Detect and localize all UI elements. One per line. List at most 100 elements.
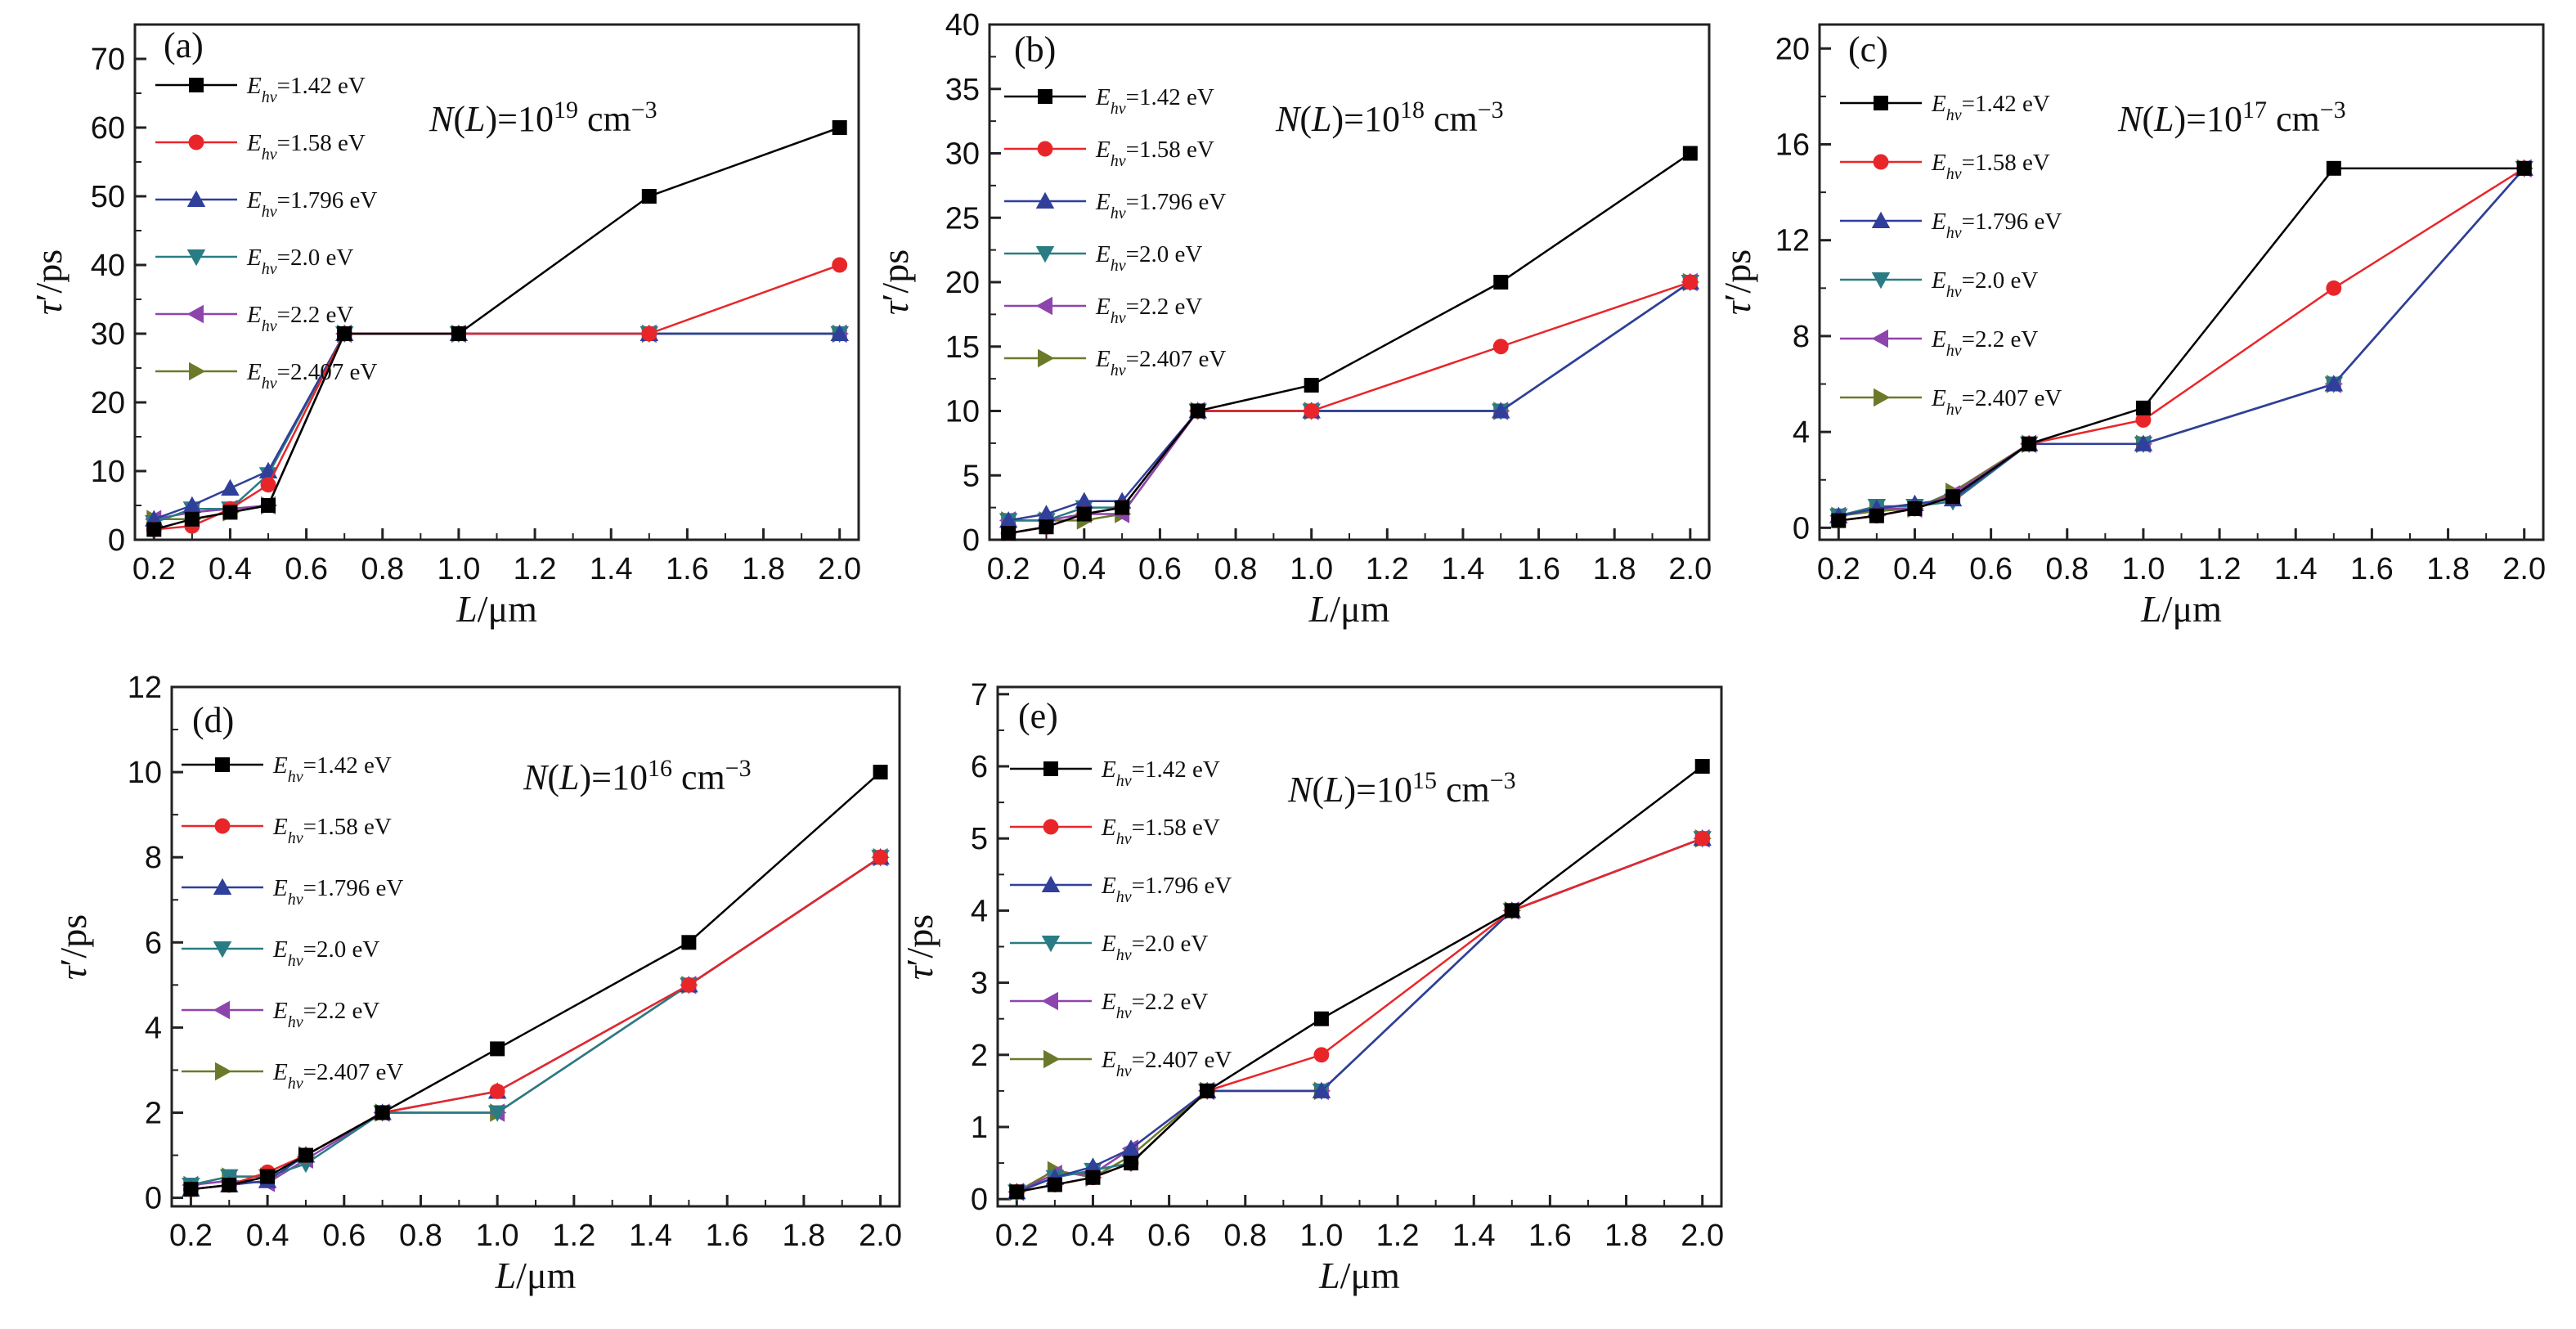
x-axis-title: L/μm bbox=[495, 1255, 577, 1296]
y-tick-label: 12 bbox=[1775, 224, 1810, 258]
legend-marker bbox=[213, 941, 232, 959]
data-point bbox=[221, 478, 240, 496]
x-tick-label: 0.2 bbox=[169, 1219, 213, 1253]
x-tick-label: 1.8 bbox=[1604, 1219, 1648, 1253]
data-point bbox=[1313, 1011, 1329, 1026]
x-tick-label: 0.2 bbox=[132, 552, 176, 586]
legend-entry: Ehν=1.42 eV bbox=[1101, 757, 1220, 790]
data-point bbox=[2135, 412, 2152, 428]
x-tick-label: 1.6 bbox=[1517, 552, 1560, 586]
x-tick-label: 1.6 bbox=[706, 1219, 749, 1253]
y-tick-label: 0 bbox=[971, 1183, 988, 1217]
legend-entry: Ehν=1.796 eV bbox=[1101, 873, 1232, 906]
y-tick-label: 8 bbox=[145, 841, 162, 875]
data-point bbox=[337, 326, 352, 341]
y-tick-label: 20 bbox=[91, 386, 125, 420]
legend-marker bbox=[1035, 296, 1052, 316]
y-tick-label: 4 bbox=[971, 894, 988, 928]
y-tick-label: 6 bbox=[145, 926, 162, 960]
data-point bbox=[1121, 1139, 1141, 1156]
data-point bbox=[1492, 339, 1509, 355]
data-point bbox=[1115, 500, 1130, 515]
legend-entry: Ehν=2.0 eV bbox=[1095, 241, 1202, 275]
x-tick-label: 0.8 bbox=[399, 1219, 442, 1253]
legend-marker bbox=[1035, 246, 1055, 263]
x-tick-label: 0.6 bbox=[1147, 1219, 1191, 1253]
y-tick-label: 12 bbox=[128, 671, 162, 705]
x-tick-label: 1.0 bbox=[1300, 1219, 1344, 1253]
legend-entry: Ehν=2.0 eV bbox=[272, 936, 379, 970]
x-tick-label: 0.8 bbox=[2045, 552, 2089, 586]
y-tick-label: 2 bbox=[971, 1039, 988, 1073]
x-tick-label: 1.4 bbox=[629, 1219, 672, 1253]
x-tick-label: 2.0 bbox=[1668, 552, 1712, 586]
x-tick-label: 1.6 bbox=[1528, 1219, 1572, 1253]
data-point bbox=[1190, 403, 1205, 419]
panel-b: 0.2 0.4 0.6 0.8 1.0 1.2 1.4 1.6 1.8 2.0 0 5 10 15 20 25… bbox=[874, 8, 1712, 630]
x-tick-label: 2.0 bbox=[2502, 552, 2546, 586]
y-tick-label: 3 bbox=[971, 967, 988, 1001]
legend-entry: Ehν=2.0 eV bbox=[1931, 267, 2038, 301]
legend-marker bbox=[1043, 1049, 1061, 1069]
legend-entry: Ehν=2.2 eV bbox=[1101, 989, 1208, 1022]
y-tick-label: 2 bbox=[145, 1096, 162, 1130]
x-tick-label: 0.4 bbox=[209, 552, 252, 586]
y-tick-label: 5 bbox=[971, 822, 988, 856]
legend-marker bbox=[1041, 875, 1061, 892]
data-point bbox=[146, 522, 162, 537]
data-point bbox=[183, 1182, 199, 1197]
legend: Ehν=1.42 eV Ehν=1.58 eV Ehν=1.796 eV Ehν=2.… bbox=[1840, 91, 2062, 419]
data-point bbox=[1001, 526, 1016, 541]
legend-marker bbox=[1874, 388, 1891, 407]
panel-c: 0.2 0.4 0.6 0.8 1.0 1.2 1.4 1.6 1.8 2.0 0 4 8 12 16 20 L… bbox=[1717, 23, 2546, 630]
x-tick-label: 0.4 bbox=[1893, 552, 1936, 586]
legend-marker bbox=[215, 1062, 232, 1081]
x-tick-label: 1.8 bbox=[742, 552, 785, 586]
y-tick-label: 0 bbox=[963, 523, 980, 558]
data-point bbox=[873, 765, 888, 780]
x-tick-label: 2.0 bbox=[1681, 1219, 1724, 1253]
data-point bbox=[182, 496, 202, 513]
y-tick-label: 8 bbox=[1793, 320, 1810, 354]
y-tick-label: 10 bbox=[91, 455, 125, 489]
panel-e: 0.2 0.4 0.6 0.8 1.0 1.2 1.4 1.6 1.8 2.0 0 1 2 3 4 5 6 7 L/… bbox=[899, 678, 1724, 1296]
y-tick-label: 40 bbox=[945, 8, 980, 43]
legend-marker bbox=[1037, 141, 1053, 157]
legend-marker bbox=[1874, 96, 1888, 110]
x-axis-title: L/μm bbox=[456, 588, 537, 630]
y-tick-label: 30 bbox=[945, 137, 980, 172]
x-tick-label: 0.2 bbox=[995, 1219, 1039, 1253]
x-tick-label: 1.4 bbox=[2274, 552, 2318, 586]
legend-entry: Ehν=1.42 eV bbox=[1931, 91, 2050, 124]
data-point bbox=[2022, 436, 2037, 451]
legend-marker bbox=[1043, 761, 1058, 776]
y-axis-title: τ′/ps bbox=[52, 914, 94, 980]
x-tick-label: 0.4 bbox=[1062, 552, 1106, 586]
legend: Ehν=1.42 eV Ehν=1.58 eV Ehν=1.796 eV Ehν=2.… bbox=[155, 73, 377, 393]
data-point bbox=[1075, 492, 1094, 509]
legend-entry: Ehν=1.58 eV bbox=[1931, 150, 2050, 183]
data-point bbox=[1492, 402, 1510, 419]
legend-entry: Ehν=1.58 eV bbox=[246, 130, 366, 164]
y-axis-title: τ′/ps bbox=[899, 914, 940, 980]
y-tick-label: 20 bbox=[1775, 32, 1810, 66]
data-point bbox=[1076, 506, 1092, 522]
x-axis-title: L/μm bbox=[2140, 588, 2222, 630]
x-tick-label: 2.0 bbox=[818, 552, 861, 586]
x-tick-label: 1.2 bbox=[2198, 552, 2242, 586]
concentration-annotation: N(L)=1018 cm−3 bbox=[1275, 97, 1504, 140]
x-tick-label: 1.6 bbox=[666, 552, 709, 586]
x-tick-label: 1.4 bbox=[1442, 552, 1485, 586]
y-tick-label: 35 bbox=[945, 73, 980, 107]
legend-entry: Ehν=2.0 eV bbox=[246, 245, 353, 278]
legend-marker bbox=[1043, 819, 1059, 835]
y-tick-label: 16 bbox=[1775, 128, 1810, 163]
legend-entry: Ehν=2.407 eV bbox=[246, 359, 377, 393]
series-line bbox=[1016, 837, 1703, 1193]
legend-marker bbox=[1871, 329, 1888, 348]
data-point bbox=[1037, 505, 1056, 522]
data-point bbox=[1009, 1184, 1025, 1200]
x-tick-label: 1.0 bbox=[1290, 552, 1333, 586]
x-tick-label: 1.6 bbox=[2350, 552, 2394, 586]
panel-label: (b) bbox=[1014, 29, 1056, 70]
